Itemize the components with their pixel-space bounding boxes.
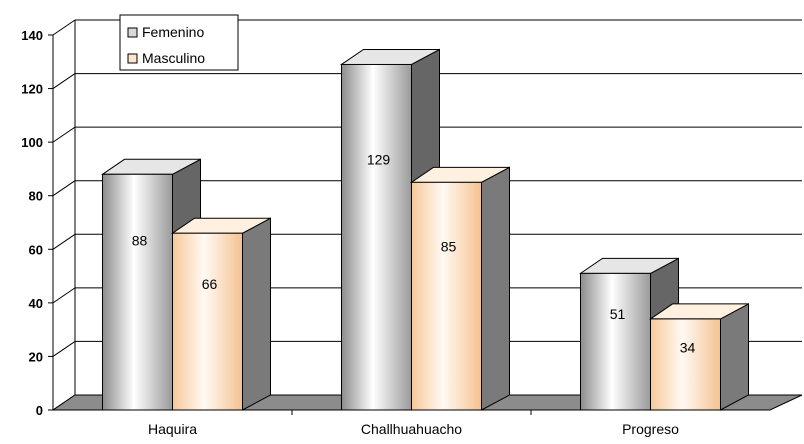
y-tick-label: 40 [29,296,43,311]
bar-side-face [481,166,510,411]
y-tick-label: 140 [21,28,43,43]
data-label: 129 [367,151,391,167]
gridline-diagonal [52,19,76,36]
gridline-diagonal [52,341,76,357]
y-tick-label: 120 [21,82,43,97]
y-tick-label: 100 [21,135,43,150]
data-label: 88 [132,233,148,249]
gridline-diagonal [52,287,76,304]
gridline-diagonal [52,126,76,143]
y-tick-label: 20 [29,349,43,364]
bar-side-face [242,217,271,411]
bar-front-face [411,181,482,411]
chart-labels: 0 20 40 60 80 100 120 140 88 66 Haquira 129 85 Challh… [21,28,695,437]
gridline-diagonal [52,73,76,89]
legend-box [119,14,239,71]
legend-swatch-masculino [127,53,138,64]
y-tick-label: 0 [36,403,43,418]
legend: Femenino Masculino [119,14,239,71]
x-tick-label: Challhuahuacho [361,421,462,437]
y-tick-label: 60 [29,242,43,257]
legend-label-femenino: Femenino [142,24,204,40]
gridline-diagonal [52,233,76,250]
data-label: 34 [680,340,696,356]
bar-front-face [341,63,412,411]
bar-masculino-haquira [170,217,271,411]
bar-front-face [580,272,651,411]
legend-swatch-femenino [127,27,138,38]
gridline-diagonal [52,180,76,197]
data-label: 85 [441,239,457,255]
x-tick-label: Haquira [148,421,197,437]
bar-front-face [102,173,173,411]
bar-front-face [172,232,243,411]
legend-label-masculino: Masculino [142,50,205,66]
chart-bars [100,48,749,411]
bar-masculino-challhuahuacho [409,166,510,411]
data-label: 66 [202,276,218,292]
x-tick-label: Progreso [622,421,679,437]
y-tick-label: 80 [29,189,43,204]
data-label: 51 [610,306,626,322]
bar-front-face [650,318,721,411]
bar-masculino-progreso [648,303,749,411]
bar-side-face [720,303,749,411]
